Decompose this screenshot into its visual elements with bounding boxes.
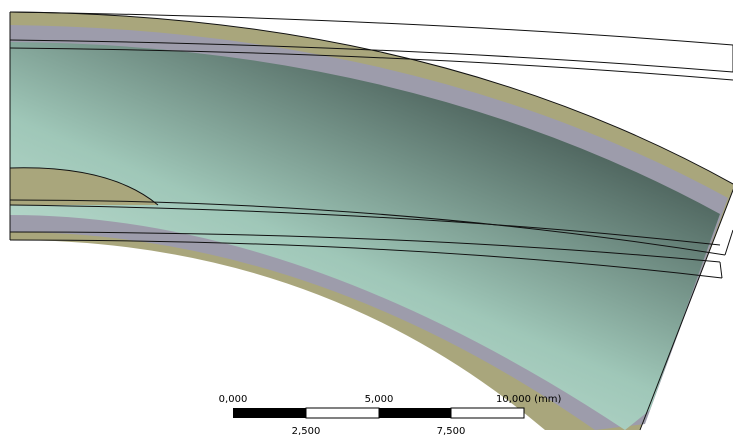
edge-line xyxy=(9,39,733,73)
scale-label: 10,000 (mm) xyxy=(496,394,562,405)
edge-line xyxy=(9,199,726,256)
scale-label: 5,000 xyxy=(365,394,394,405)
scale-label: 7,500 xyxy=(437,426,466,437)
edge-line xyxy=(9,231,721,263)
edge-line xyxy=(9,47,733,81)
scale-bar: 0,000 5,000 10,000 (mm) 2,500 7,500 xyxy=(219,394,562,437)
scale-segment xyxy=(379,408,451,418)
edge-line xyxy=(719,45,733,279)
edge-line xyxy=(9,11,733,46)
scale-segment xyxy=(305,407,380,419)
model xyxy=(9,11,733,431)
edge-line xyxy=(9,204,721,246)
edge-line xyxy=(9,167,159,206)
scale-label: 2,500 xyxy=(292,426,321,437)
wireframe xyxy=(9,11,733,431)
scale-label: 0,000 xyxy=(219,394,248,405)
edge-line xyxy=(9,239,723,279)
inner-layer-left xyxy=(10,167,158,205)
scale-segment xyxy=(450,407,525,419)
inner-surface xyxy=(10,42,720,430)
edge-line xyxy=(639,188,733,431)
scale-segment xyxy=(233,408,306,418)
edge-line xyxy=(9,11,733,185)
